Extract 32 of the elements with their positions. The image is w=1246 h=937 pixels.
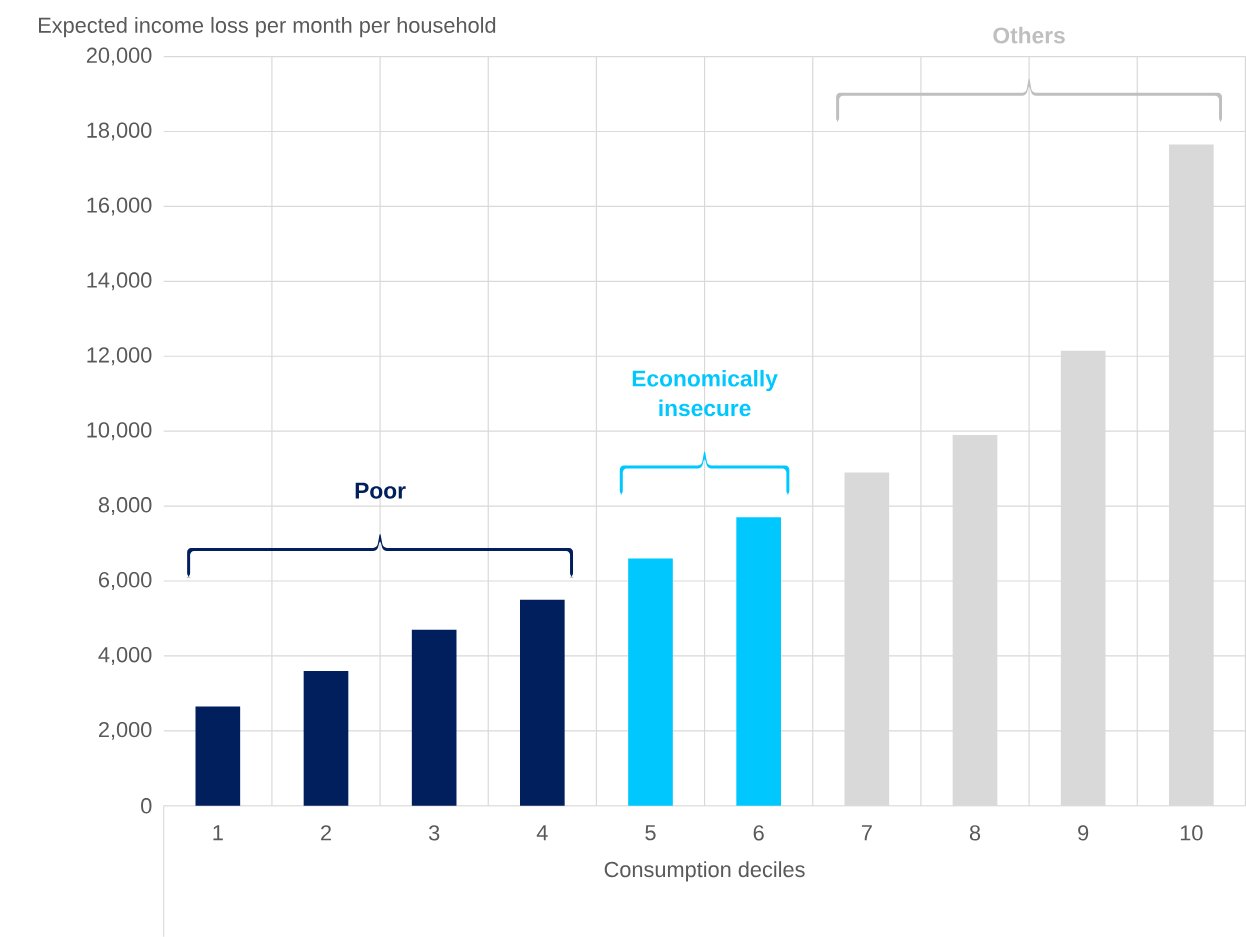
y-tick-label: 8,000: [98, 496, 152, 515]
text: Others: [993, 26, 1065, 44]
x-tick-label: 8: [969, 824, 981, 841]
x-tick-label: 6: [753, 824, 764, 841]
x-tick-label: 5: [645, 824, 656, 841]
y-tick-label: 0: [141, 797, 152, 814]
y-tick-label: 16,000: [87, 197, 152, 216]
y-tick-label: 6,000: [99, 571, 152, 590]
annotation: Economically insecure: [632, 369, 778, 417]
x-tick-label: 10: [1180, 824, 1203, 841]
annotation: Poor: [355, 482, 406, 499]
x-axis-title: Consumption deciles: [604, 861, 805, 882]
x-tick-label: 7: [861, 824, 872, 840]
y-tick-label: 10,000: [87, 422, 152, 440]
x-tick-label: 9: [1078, 824, 1089, 841]
bar: [411, 629, 457, 806]
y-tick-label: 2,000: [99, 721, 152, 740]
bar: [303, 670, 349, 806]
bar: [520, 599, 565, 806]
y-axis-title: Expected income loss per month per household: [39, 16, 496, 38]
y-tick-label: 20,000: [86, 47, 152, 66]
x-tick-label: 4: [536, 824, 548, 840]
x-tick-label: 2: [321, 824, 331, 841]
y-tick-label: 12,000: [87, 347, 152, 366]
bar: [736, 517, 781, 806]
x-tick-label: 3: [428, 824, 440, 841]
x-tick-label: 1: [213, 824, 223, 840]
bar: [195, 706, 241, 806]
y-tick-label: 18,000: [87, 122, 152, 141]
y-tick-label: 14,000: [87, 272, 152, 291]
bar: [628, 558, 673, 806]
y-tick-label: 4,000: [98, 646, 152, 665]
